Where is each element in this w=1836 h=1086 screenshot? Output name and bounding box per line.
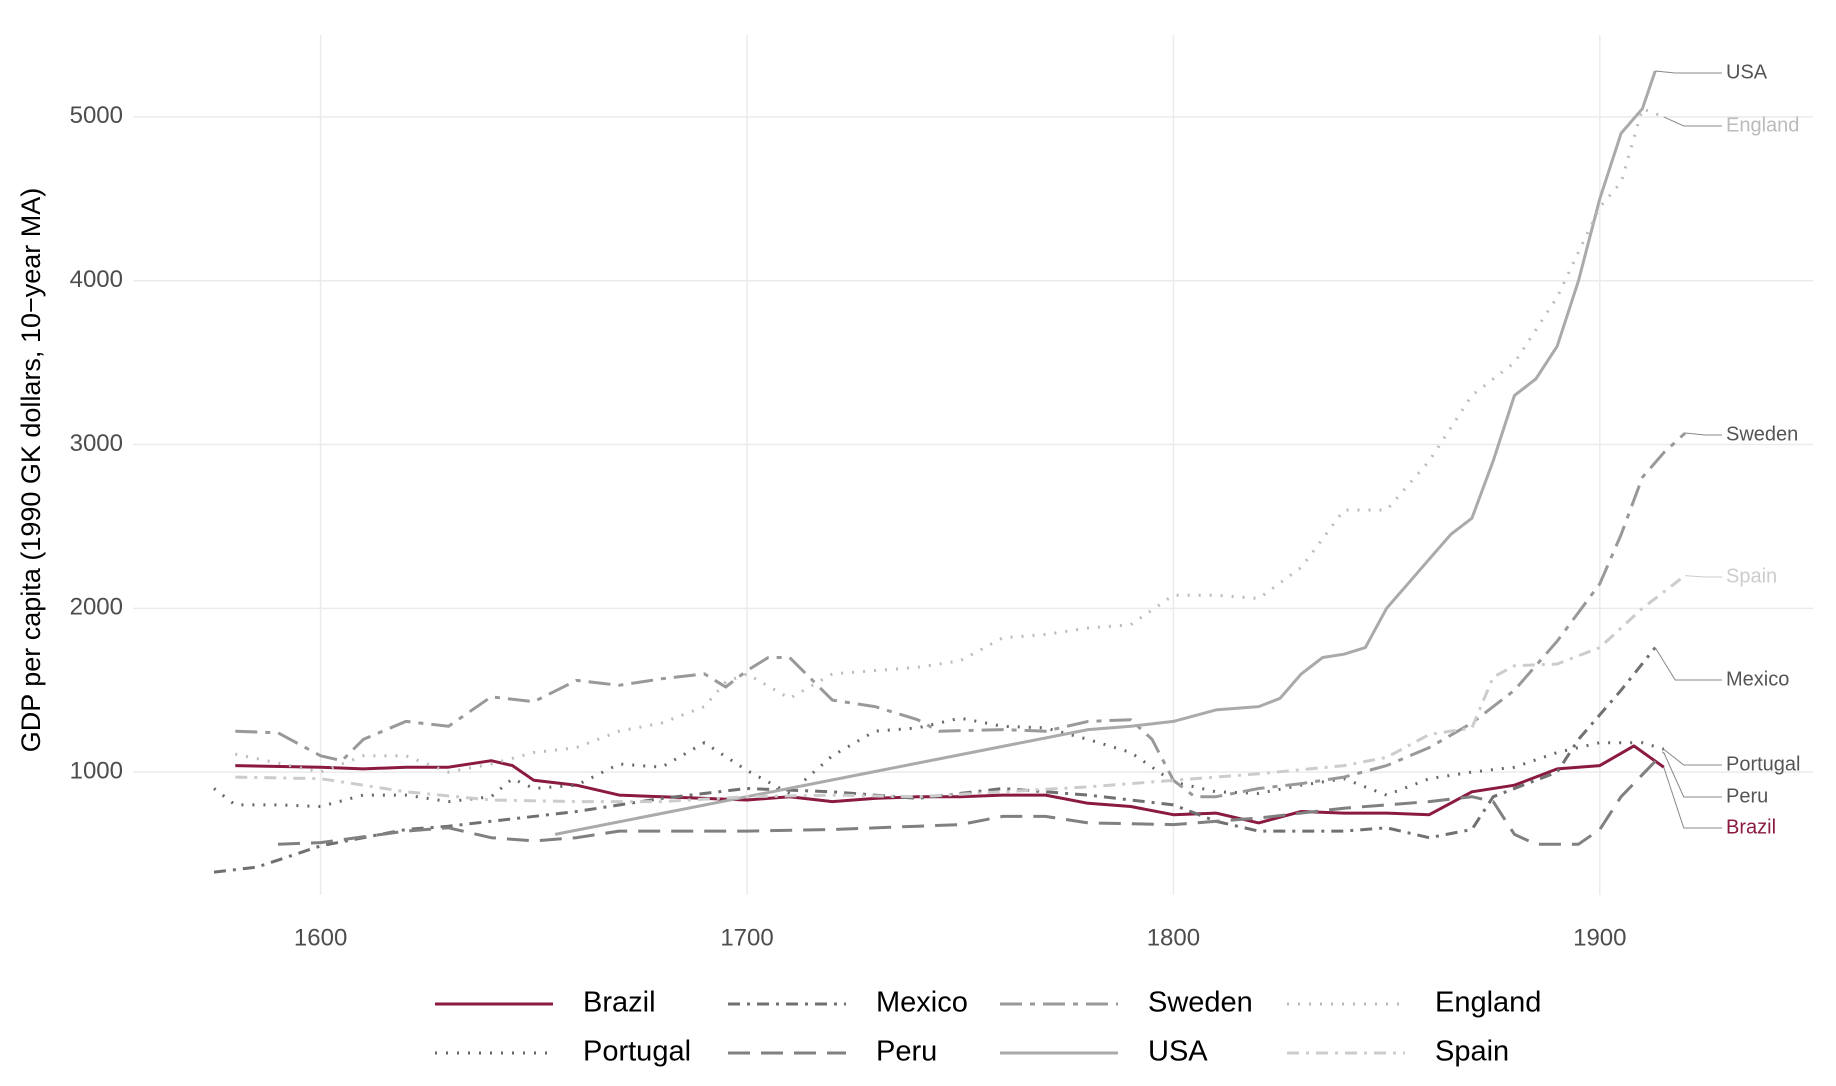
end-label: Mexico (1726, 668, 1789, 690)
legend-label: Spain (1435, 1036, 1509, 1068)
series-line (234, 107, 1665, 774)
leader-line (1685, 575, 1722, 578)
legend-label: USA (1148, 1036, 1208, 1068)
end-label: Peru (1726, 785, 1768, 807)
end-label: Brazil (1726, 816, 1776, 838)
y-tick-label: 5000 (70, 102, 123, 129)
x-tick-label: 1900 (1573, 924, 1626, 951)
series-line (277, 751, 1665, 846)
leader-line (1663, 116, 1722, 127)
y-tick-label: 3000 (70, 430, 123, 457)
y-tick-label: 2000 (70, 594, 123, 621)
end-label: Sweden (1726, 423, 1798, 445)
series-line (235, 744, 1665, 825)
leader-line (1663, 752, 1722, 798)
end-label: Spain (1726, 565, 1777, 587)
legend-label: Sweden (1148, 987, 1253, 1019)
series-line (213, 716, 1665, 808)
series-line (213, 646, 1657, 874)
leader-line (1663, 748, 1722, 766)
legend-label: Peru (876, 1036, 937, 1068)
legend-label: Mexico (876, 987, 968, 1019)
legend-label: Portugal (583, 1036, 691, 1068)
series-line (554, 70, 1657, 836)
leader-line (1685, 432, 1722, 436)
y-tick-label: 1000 (70, 757, 123, 784)
x-tick-label: 1800 (1147, 924, 1200, 951)
x-tick-label: 1700 (720, 924, 773, 951)
legend-label: Brazil (583, 987, 656, 1019)
series-line (235, 574, 1687, 804)
y-axis-label: GDP per capita (1990 GK dollars, 10−year… (16, 188, 46, 753)
series-line (235, 431, 1687, 799)
legend-label: England (1435, 987, 1541, 1019)
leader-line (1654, 647, 1722, 681)
end-label: Portugal (1726, 753, 1801, 775)
end-label: USA (1726, 61, 1768, 83)
leader-line (1655, 70, 1722, 74)
x-tick-label: 1600 (294, 924, 347, 951)
y-tick-label: 4000 (70, 266, 123, 293)
end-label: England (1726, 114, 1799, 136)
leader-line (1663, 767, 1722, 829)
